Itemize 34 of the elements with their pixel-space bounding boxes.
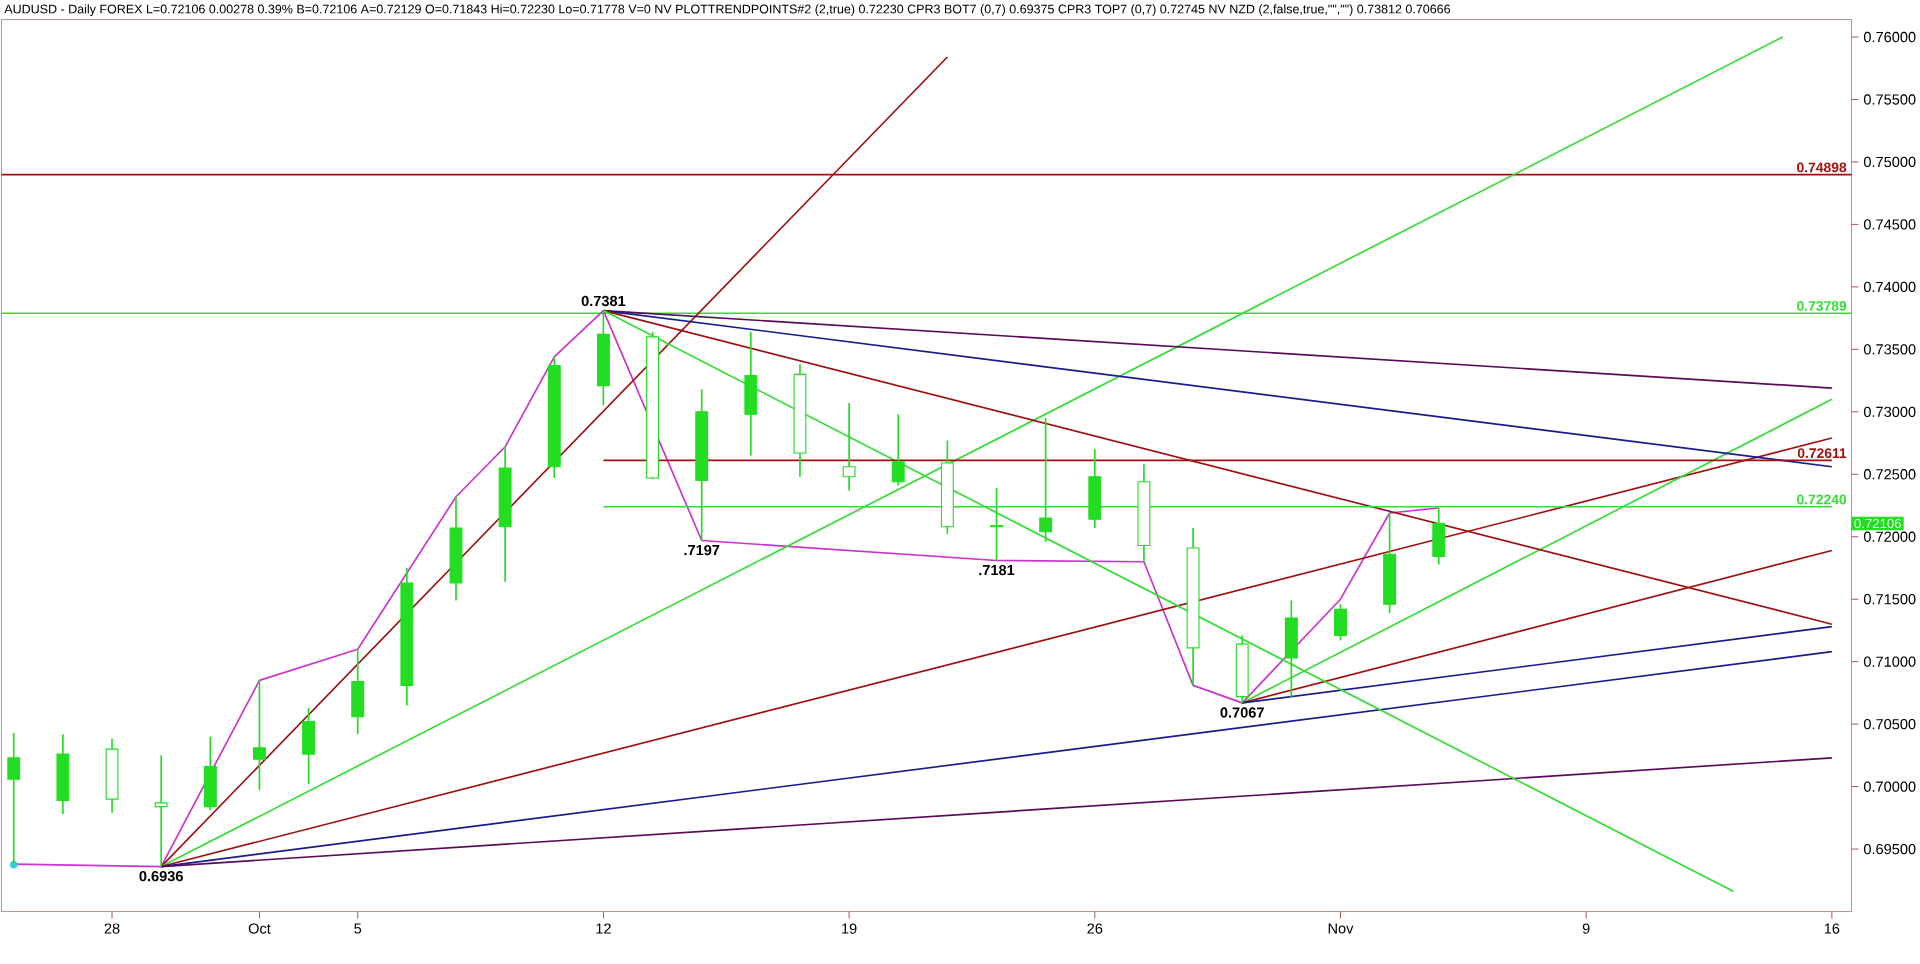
x-tick-label: 5: [354, 923, 362, 934]
text: 0.72106: [1854, 518, 1901, 529]
y-tick-label: 0.71000: [1863, 656, 1916, 667]
x-tick-label: 26: [1087, 923, 1103, 934]
y-tick-label: 0.75000: [1863, 156, 1916, 168]
y-tick-label: 0.75500: [1863, 94, 1916, 105]
x-tick-label: Nov: [1328, 923, 1354, 934]
series-label: 0.72611: [1797, 448, 1847, 459]
annotation: .7197: [684, 544, 720, 556]
x-tick-label: Oct: [248, 923, 271, 934]
annotation: .7181: [979, 564, 1015, 576]
y-tick-label: 0.76000: [1863, 31, 1916, 43]
y-tick-label: 0.70000: [1863, 781, 1916, 792]
y-tick-label: 0.72500: [1863, 469, 1916, 480]
x-tick-label: 16: [1824, 923, 1840, 934]
x-tick-label: 28: [104, 923, 120, 934]
annotation: 0.6936: [139, 871, 183, 882]
annotation: 0.7381: [581, 295, 626, 307]
ref-line-label: 0.74898: [1797, 162, 1847, 173]
y-tick-label: 0.74000: [1863, 281, 1916, 293]
ref-line-label: 0.73789: [1797, 301, 1847, 311]
series-label: 0.72240: [1797, 494, 1847, 505]
y-tick-label: 0.73000: [1863, 406, 1916, 417]
x-tick-label: 19: [842, 923, 857, 934]
y-tick-label: 0.69500: [1863, 843, 1916, 855]
y-tick-label: 0.74500: [1863, 219, 1916, 230]
y-tick-label: 0.72000: [1863, 531, 1916, 542]
chart-title: AUDUSD - Daily FOREX L=0.72106 0.00278 0.39% B=0.72106 A=0.72129 O=0.71843 Hi=0.72230 Lo=0.71778 V=0 NV PLOTTRENDPOINTS#2 (2,true) 0.72230 CPR3 BOT7 (0,7) 0.69375 CPR3 TOP7 (0,7) 0.72745 NV NZD (2,false,true,"","") 0.73812 0.70666: [4, 4, 1451, 16]
annotation: 0.7067: [1220, 707, 1264, 718]
y-tick-label: 0.73500: [1863, 344, 1916, 355]
y-tick-label: 0.71500: [1863, 594, 1916, 605]
x-tick-label: 9: [1582, 923, 1590, 934]
x-tick-label: 12: [596, 923, 611, 934]
y-tick-label: 0.70500: [1863, 718, 1916, 730]
